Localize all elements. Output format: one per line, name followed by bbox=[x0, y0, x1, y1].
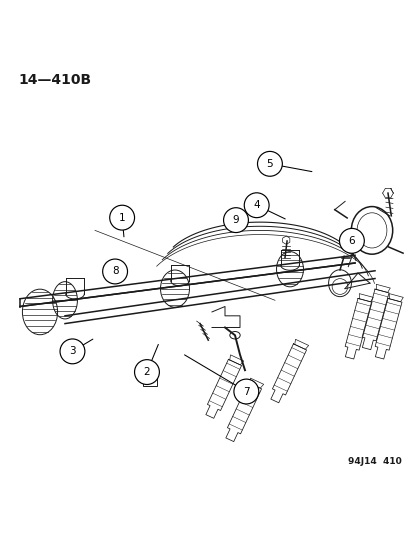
Text: 8: 8 bbox=[112, 266, 118, 277]
Circle shape bbox=[339, 229, 363, 253]
Text: 3: 3 bbox=[69, 346, 76, 357]
Text: 4: 4 bbox=[253, 200, 259, 210]
Circle shape bbox=[244, 193, 268, 217]
Text: 94J14  410: 94J14 410 bbox=[347, 457, 401, 466]
Text: 1: 1 bbox=[119, 213, 125, 223]
Circle shape bbox=[257, 151, 282, 176]
Text: 6: 6 bbox=[348, 236, 354, 246]
Circle shape bbox=[233, 379, 258, 404]
Circle shape bbox=[134, 360, 159, 384]
Circle shape bbox=[223, 208, 248, 232]
Circle shape bbox=[102, 259, 127, 284]
Text: 14—410B: 14—410B bbox=[19, 72, 92, 87]
Text: 9: 9 bbox=[232, 215, 239, 225]
Bar bbox=[143, 377, 156, 386]
Text: 7: 7 bbox=[242, 386, 249, 397]
Text: 5: 5 bbox=[266, 159, 273, 169]
Circle shape bbox=[109, 205, 134, 230]
Circle shape bbox=[60, 339, 85, 364]
Text: 2: 2 bbox=[143, 367, 150, 377]
